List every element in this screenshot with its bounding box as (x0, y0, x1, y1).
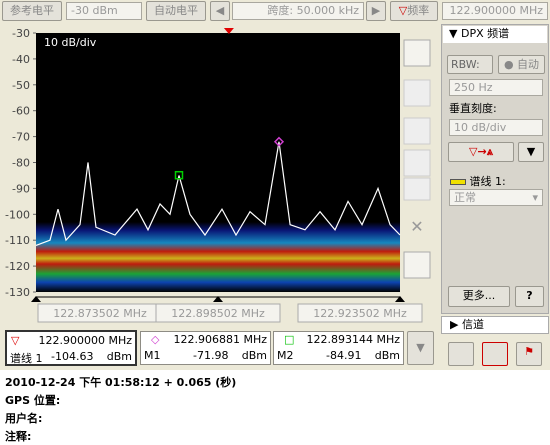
x-tick (31, 296, 41, 302)
auto-level-button[interactable]: 自动电平 (146, 1, 206, 21)
readout-level: -84.91 (326, 349, 362, 362)
y-tick-label: -50 (12, 79, 30, 92)
user-label: 用户名: (5, 412, 43, 425)
y-tick-label: -120 (5, 260, 30, 273)
x-tick-box (297, 303, 423, 323)
span-field[interactable]: 跨度: 50.000 kHz (232, 2, 364, 20)
readout-unit: dBm (241, 349, 267, 362)
reference-marker (223, 28, 234, 34)
dropdown-arrow: ▾ (532, 191, 538, 204)
note-label: 注释: (5, 430, 32, 443)
spectrum-chart: 10 dB/div -30 -40 -50 -60 -70 -80 -90 -100 -110 -… (5, 27, 431, 323)
span-left[interactable]: ◀ (210, 1, 230, 21)
tool-icon[interactable] (403, 251, 431, 279)
readout-unit: dBm (374, 349, 400, 362)
trace-label: 谱线 1: (469, 175, 506, 188)
trace (35, 141, 401, 246)
help-button[interactable]: ? (515, 286, 544, 307)
trace-swatch (450, 179, 466, 185)
y-tick-label: -110 (5, 234, 30, 247)
readout-name: M2 (277, 349, 294, 362)
span-right[interactable]: ▶ (366, 1, 386, 21)
readout-menu[interactable]: ▼ (407, 331, 434, 365)
peak-menu[interactable]: ▼ (518, 142, 544, 162)
tool-icon[interactable] (403, 117, 431, 145)
rbw-auto[interactable]: ● 自动 (498, 55, 545, 74)
y-tick-label: -100 (5, 208, 30, 221)
readout-icon: ▽ (11, 334, 20, 347)
view-icon[interactable] (482, 342, 508, 366)
vertical-scale-label: 垂直刻度: (449, 102, 497, 115)
panel-title: DPX 频谱 (460, 27, 510, 40)
panel-header[interactable]: ▼ DPX 频谱 (443, 26, 547, 43)
rbw-field[interactable]: 250 Hz (449, 79, 543, 96)
rbw-button[interactable]: RBW: (447, 55, 493, 74)
readout[interactable]: ◇ 122.906881 MHz M1 -71.98 dBm (140, 331, 271, 365)
vertical-scale-field[interactable]: 10 dB/div (449, 119, 543, 136)
readout-unit: dBm (106, 350, 132, 363)
y-tick-label: -70 (12, 131, 30, 144)
trace-mode[interactable]: 正常 ▾ (449, 189, 543, 206)
y-tick-label: -80 (12, 157, 30, 170)
y-tick-label: -90 (12, 182, 30, 195)
timestamp: 2010-12-24 下午 01:58:12 + 0.065 (秒) (5, 376, 237, 389)
more-button[interactable]: 更多... (448, 286, 510, 307)
view-icon[interactable]: ⚑ (516, 342, 542, 366)
readout-freq: 122.900000 MHz (38, 334, 132, 347)
y-tick-label: -60 (12, 105, 30, 118)
x-tick-label: 122.898502 MHz (171, 307, 265, 320)
freq-button[interactable]: ▽频率 (390, 1, 438, 21)
peak-button[interactable]: ▽→⩓ (448, 142, 514, 162)
y-tick-label: -30 (12, 27, 30, 40)
readout-icon: □ (284, 333, 295, 346)
tool-column: ✕ (403, 39, 431, 279)
x-tick-label: 122.923502 MHz (313, 307, 407, 320)
auto-label: 自动 (517, 58, 540, 71)
readout[interactable]: ▽ 122.900000 MHz 谱线 1 -104.63 dBm (5, 330, 137, 366)
ref-level-field[interactable]: -30 dBm (66, 2, 142, 20)
status-area (0, 370, 550, 445)
readout-level: -104.63 (51, 350, 94, 363)
tool-icon[interactable] (403, 177, 431, 201)
tool-icon[interactable] (403, 79, 431, 107)
x-tick-box (155, 303, 281, 323)
readout-name: M1 (144, 349, 161, 362)
view-icon[interactable] (448, 342, 474, 366)
readout-icon: ◇ (151, 333, 160, 346)
tool-icon[interactable]: ✕ (410, 217, 423, 236)
marker (174, 170, 184, 180)
gps-label: GPS 位置: (5, 394, 61, 407)
freq-field[interactable]: 122.900000 MHz (442, 2, 548, 20)
readout[interactable]: □ 122.893144 MHz M2 -84.91 dBm (273, 331, 404, 365)
channel-header[interactable]: ▶ 信道 (441, 316, 549, 334)
trace-label-row: 谱线 1: (450, 173, 506, 189)
tool-icon[interactable] (403, 39, 431, 67)
readout-level: -71.98 (193, 349, 229, 362)
ref-level-button[interactable]: 参考电平 (2, 1, 62, 21)
y-tick-label: -130 (5, 286, 30, 299)
readout-freq: 122.906881 MHz (173, 333, 267, 346)
tool-icon[interactable] (403, 149, 431, 177)
freq-icon: ▽ (398, 4, 408, 17)
y-tick-label: -40 (12, 53, 30, 66)
marker (273, 136, 285, 147)
freq-label: 频率 (407, 4, 430, 17)
trace-mode-text: 正常 (454, 191, 476, 204)
x-tick (213, 296, 223, 302)
readout-freq: 122.893144 MHz (306, 333, 400, 346)
scale-annotation: 10 dB/div (44, 36, 97, 49)
readout-name: 谱线 1 (10, 352, 43, 365)
x-tick (395, 296, 405, 302)
x-tick-label: 122.873502 MHz (53, 307, 147, 320)
dpx-density (36, 222, 400, 292)
channel-title: 信道 (461, 318, 484, 331)
